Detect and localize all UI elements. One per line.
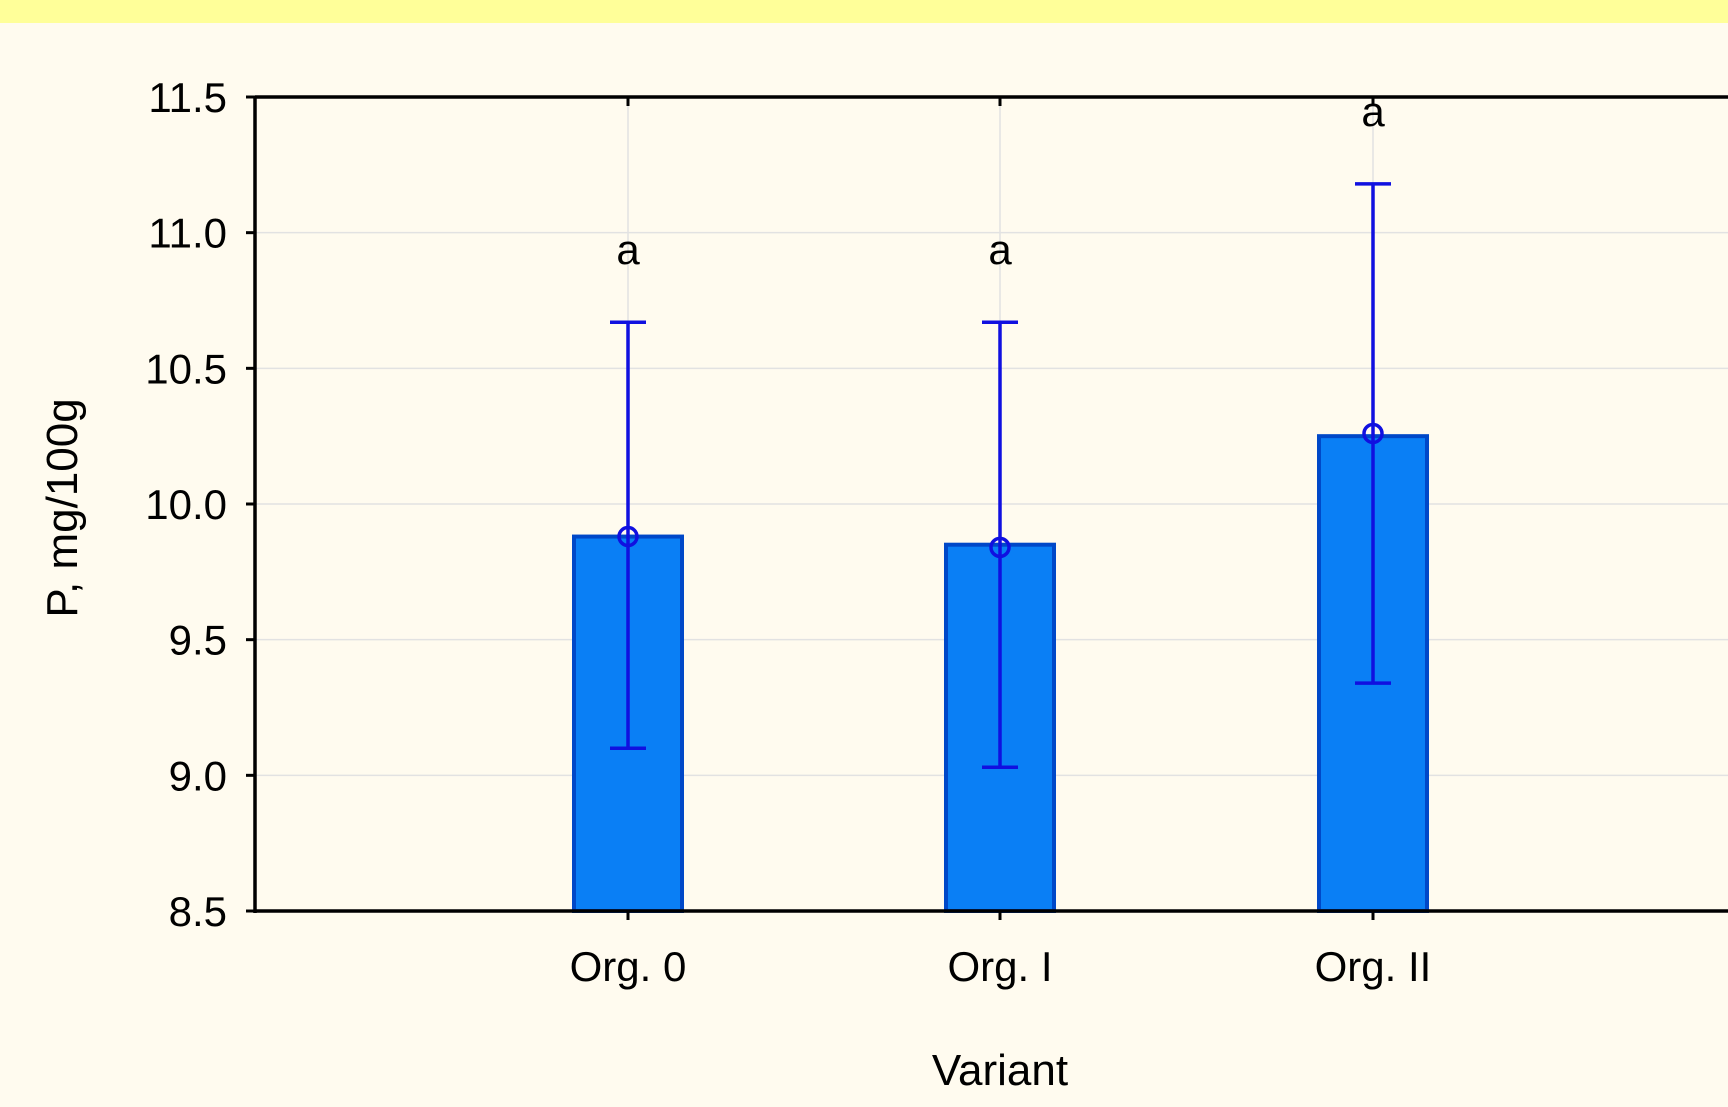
axes bbox=[246, 95, 1728, 920]
x-tick-labels: Org. 0 Org. I Org. II bbox=[570, 943, 1432, 990]
top-color-band bbox=[0, 0, 1728, 23]
significance-label: a bbox=[1361, 88, 1385, 135]
y-axis-title: P, mg/100g bbox=[38, 398, 87, 617]
significance-labels: a a a bbox=[616, 88, 1385, 273]
y-tick-labels: 8.5 9.0 9.5 10.0 10.5 11.0 11.5 bbox=[145, 74, 227, 935]
y-tick-label: 9.0 bbox=[169, 752, 227, 799]
x-tick-label: Org. 0 bbox=[570, 943, 687, 990]
y-tick-label: 10.5 bbox=[145, 345, 227, 392]
y-tick-label: 11.0 bbox=[148, 210, 227, 257]
y-tick-label: 10.0 bbox=[145, 481, 227, 528]
error-bars bbox=[610, 182, 1391, 769]
mean-marker bbox=[617, 525, 639, 548]
x-tick-label: Org. II bbox=[1315, 943, 1432, 990]
y-tick-label: 9.5 bbox=[169, 617, 227, 664]
y-tick-label: 8.5 bbox=[169, 888, 227, 935]
mean-marker bbox=[989, 536, 1011, 559]
significance-label: a bbox=[988, 226, 1012, 273]
mean-marker bbox=[1362, 422, 1384, 445]
x-tick-label: Org. I bbox=[947, 943, 1052, 990]
x-axis-title: Variant bbox=[932, 1046, 1068, 1095]
y-tick-label: 11.5 bbox=[148, 74, 227, 121]
significance-label: a bbox=[616, 226, 640, 273]
